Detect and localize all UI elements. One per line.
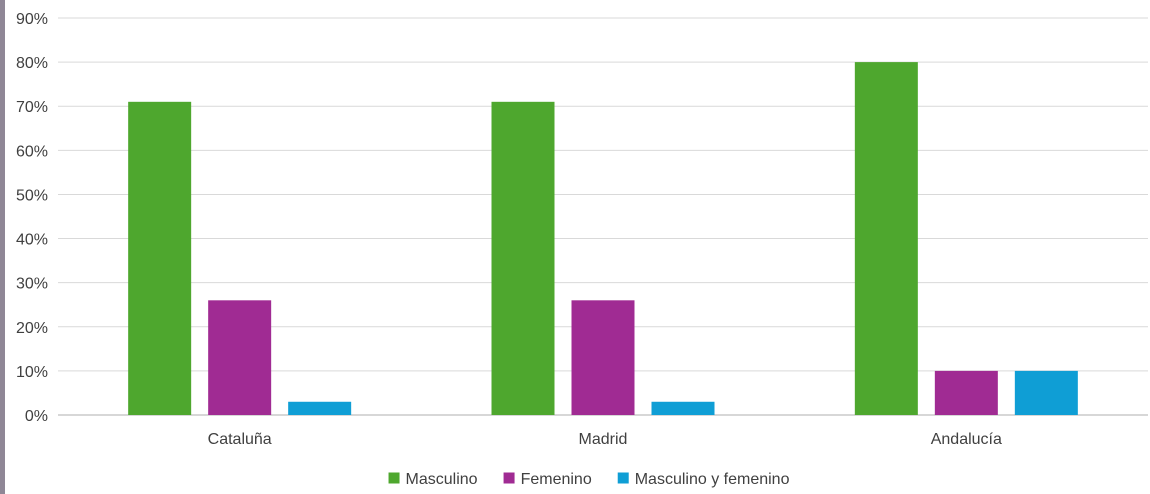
bar-femenino-0 — [208, 300, 271, 415]
y-axis-tick-labels: 0% 10% 20% 30% 40% 50% 60% 70% 80% 90% — [16, 11, 48, 425]
y-tick-label: 60% — [16, 143, 48, 160]
y-tick-label: 90% — [16, 11, 48, 28]
bar-masculino-y-femenino-1 — [652, 402, 715, 415]
legend-label: Masculino y femenino — [635, 471, 790, 488]
legend-swatch-masculino-y-femenino — [618, 473, 629, 484]
y-tick-label: 20% — [16, 320, 48, 337]
y-tick-label: 40% — [16, 232, 48, 249]
bar-masculino-2 — [855, 62, 918, 415]
y-tick-label: 0% — [25, 408, 48, 425]
bar-femenino-2 — [935, 371, 998, 415]
x-category-label: Cataluña — [208, 431, 272, 448]
x-axis-category-labels: Cataluña Madrid Andalucía — [208, 431, 1002, 448]
y-tick-label: 10% — [16, 364, 48, 381]
legend: Masculino Femenino Masculino y femenino — [389, 471, 790, 488]
bar-masculino-y-femenino-0 — [288, 402, 351, 415]
bar-masculino-0 — [128, 102, 191, 415]
legend-label: Femenino — [521, 471, 592, 488]
x-category-label: Madrid — [579, 431, 628, 448]
x-category-label: Andalucía — [931, 431, 1002, 448]
bar-masculino-1 — [492, 102, 555, 415]
legend-label: Masculino — [406, 471, 478, 488]
y-tick-label: 50% — [16, 187, 48, 204]
bar-masculino-y-femenino-2 — [1015, 371, 1078, 415]
y-tick-label: 30% — [16, 276, 48, 293]
y-tick-label: 70% — [16, 99, 48, 116]
bar-femenino-1 — [572, 300, 635, 415]
legend-swatch-masculino — [389, 473, 400, 484]
y-tick-label: 80% — [16, 55, 48, 72]
legend-swatch-femenino — [504, 473, 515, 484]
